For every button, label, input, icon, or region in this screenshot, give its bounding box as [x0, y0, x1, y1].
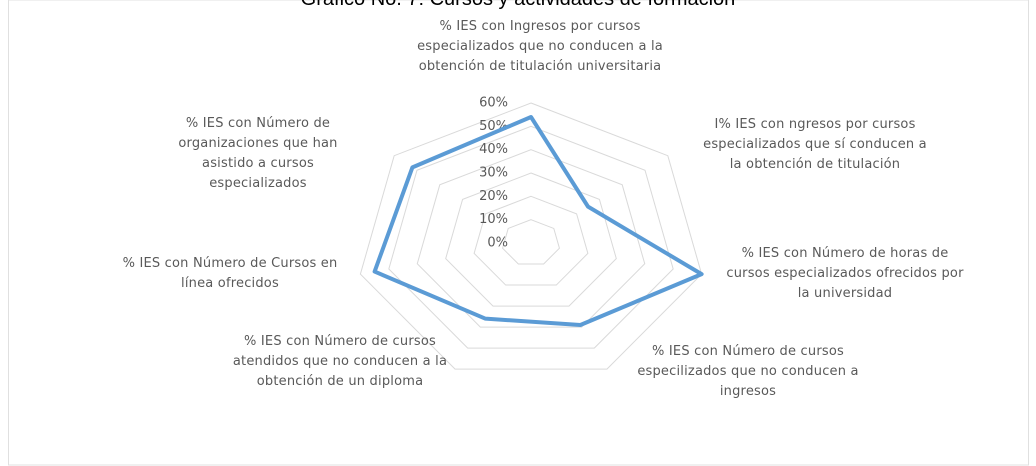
- axis-label: % IES con Número de organizaciones que h…: [178, 116, 338, 191]
- grid-ring: [416, 149, 646, 328]
- y-tick-label: 0%: [487, 236, 508, 251]
- axis-label: % IES con Número de horas de cursos espe…: [726, 246, 964, 301]
- grid-ring: [359, 102, 703, 370]
- y-tick-label: 30%: [479, 166, 508, 181]
- axis-label: % IES con Número de cursos atendidos que…: [232, 334, 448, 389]
- chart-title: Gráfico No. 7: Cursos y actividades de f…: [0, 0, 1036, 11]
- y-tick-label: 20%: [479, 189, 508, 204]
- chart-border: [8, 0, 1029, 466]
- y-tick-label: 60%: [479, 96, 508, 111]
- grid-ring: [388, 125, 674, 349]
- y-tick-label: 10%: [479, 212, 508, 227]
- grid-ring: [445, 172, 617, 307]
- grid-ring: [502, 219, 560, 265]
- axis-label: % IES con Número de Cursos en línea ofre…: [122, 256, 338, 291]
- y-tick-label: 40%: [479, 142, 508, 157]
- grid-ring: [473, 195, 589, 286]
- radar-line: [372, 115, 704, 327]
- axis-label: I% IES con ngresos por cursos especializ…: [703, 117, 927, 172]
- axis-label: % IES con Número de cursos especilizados…: [637, 344, 859, 399]
- axis-label: % IES con Ingresos por cursos especializ…: [417, 19, 663, 74]
